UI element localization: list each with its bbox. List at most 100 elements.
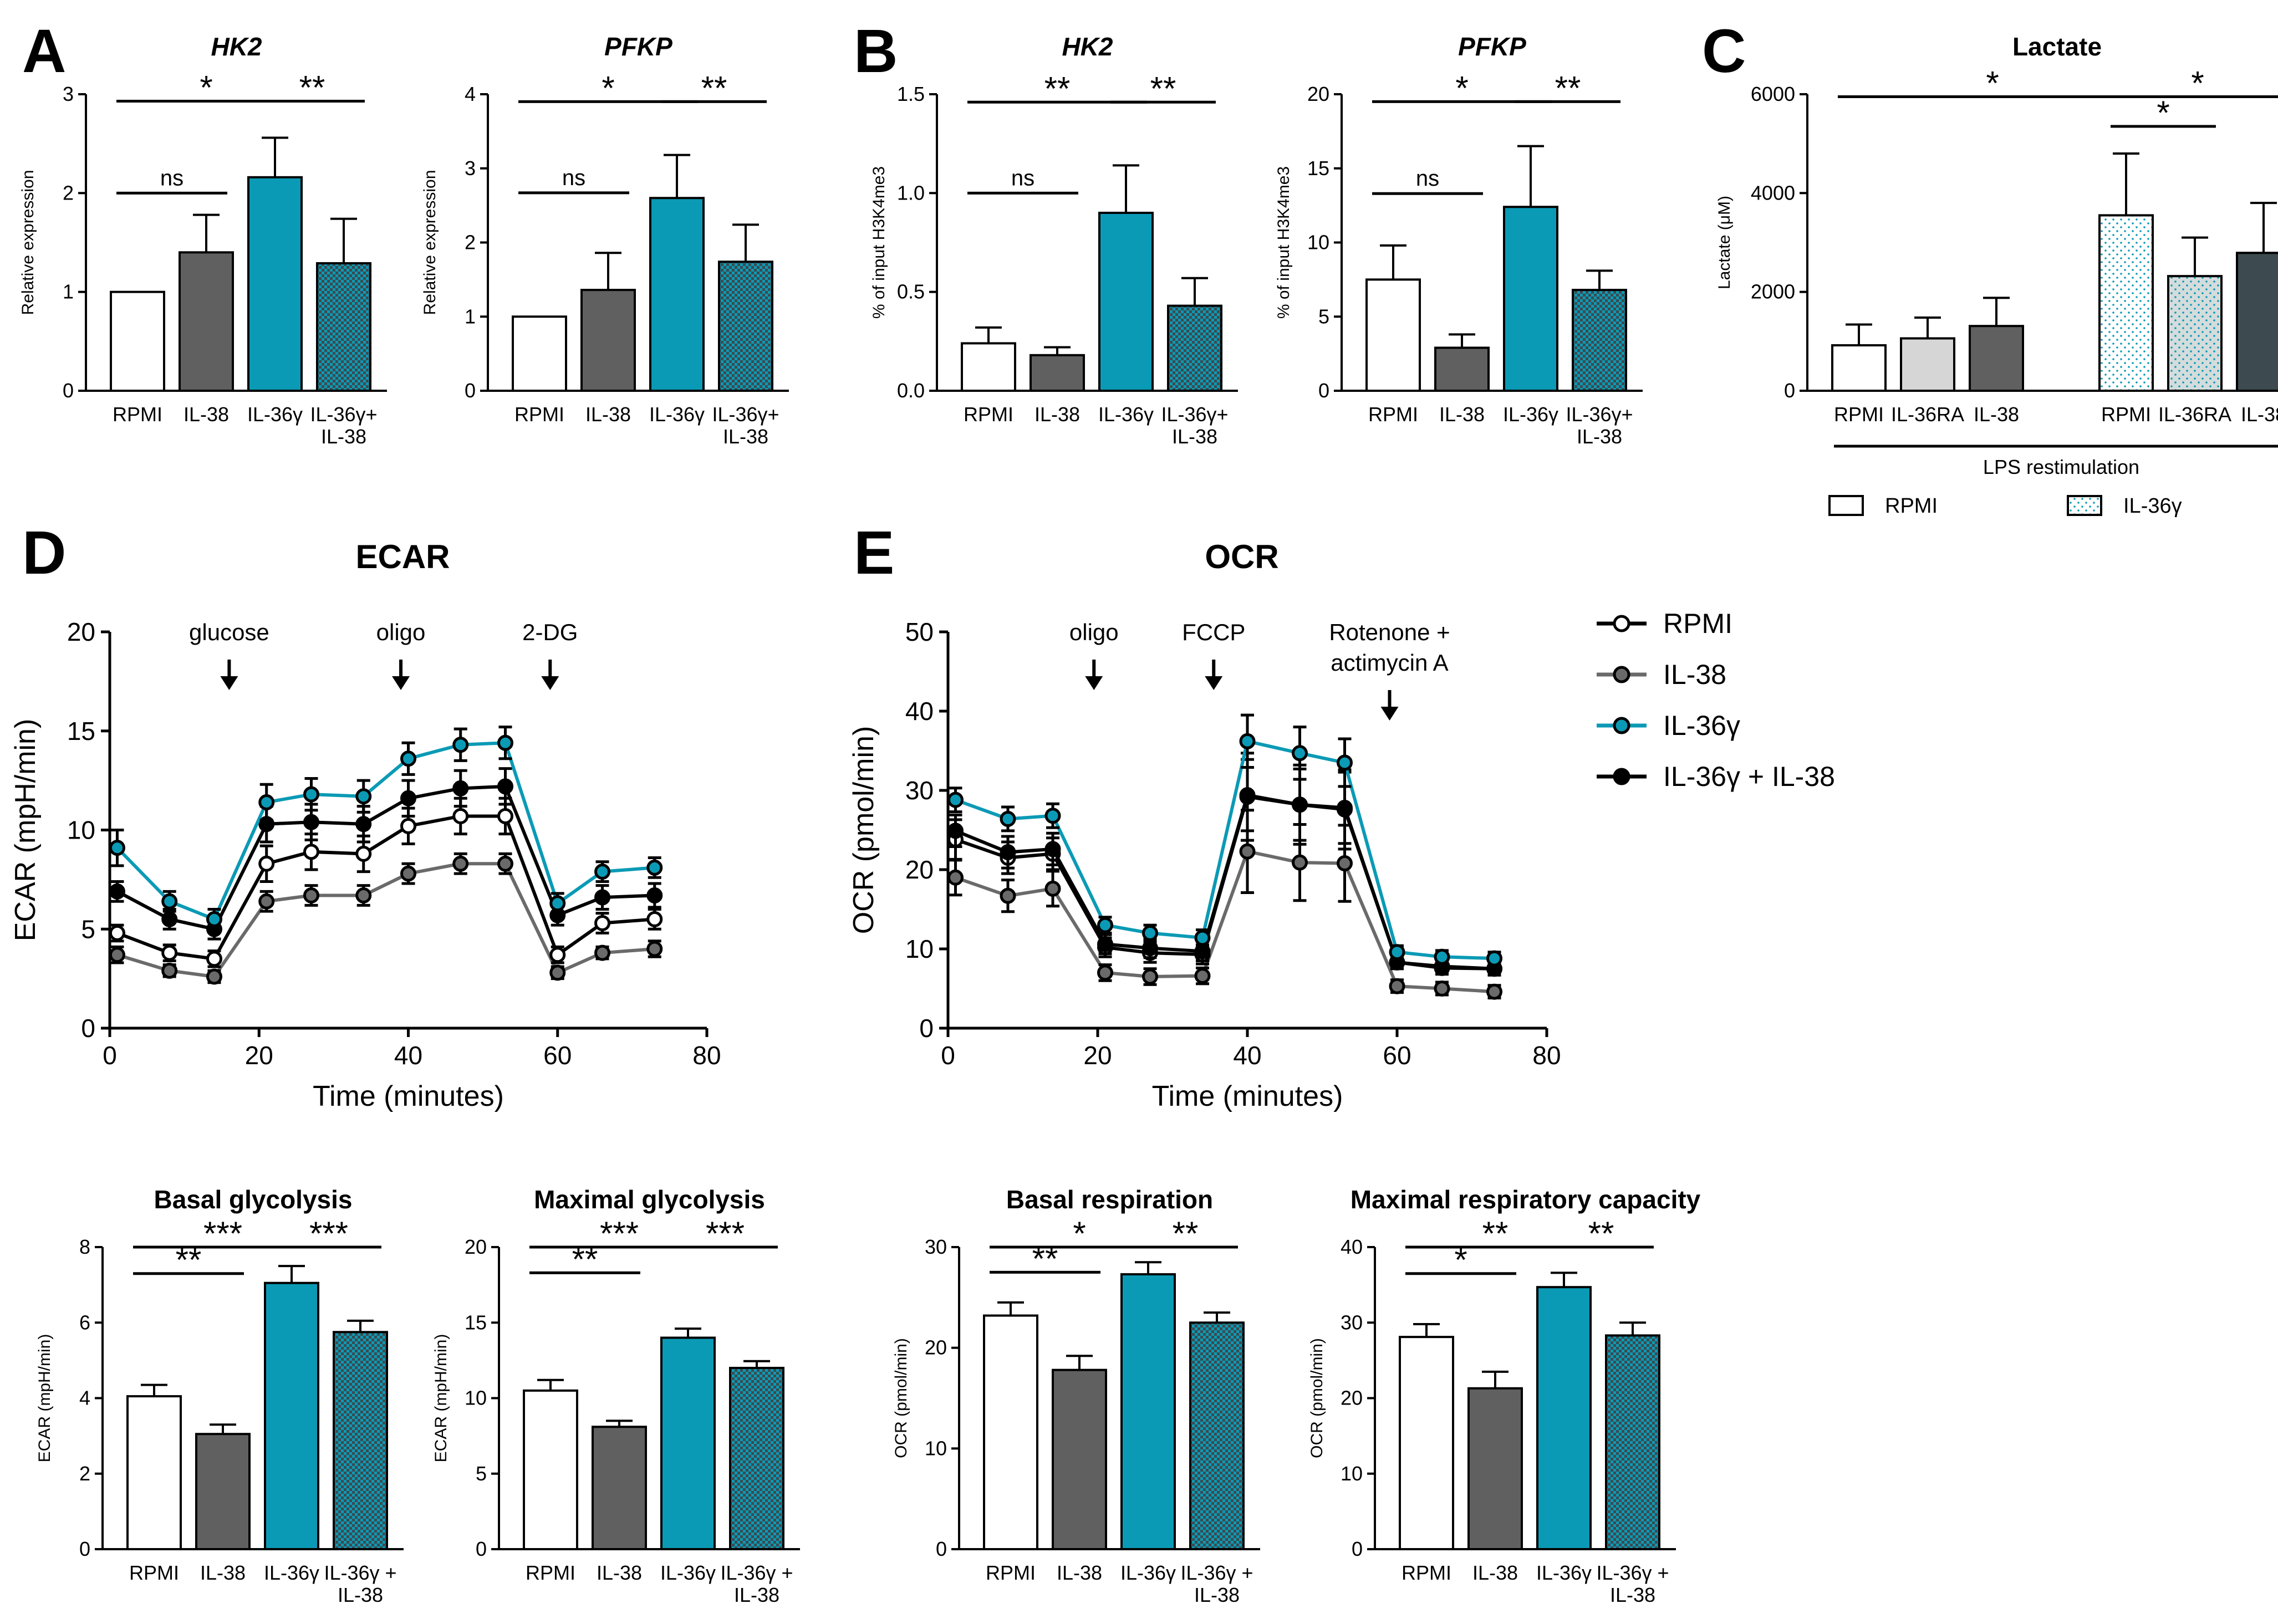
series-line xyxy=(116,862,655,979)
panel-letter-a: A xyxy=(22,17,66,85)
data-point xyxy=(355,887,372,903)
y-tick-label: 0 xyxy=(476,1538,487,1560)
significance-label: * xyxy=(1986,64,1999,101)
bar xyxy=(1605,1334,1660,1551)
bar xyxy=(1120,1273,1176,1551)
x-axis-label: Time (minutes) xyxy=(313,1080,504,1112)
legend-marker xyxy=(1613,717,1630,734)
data-point xyxy=(1337,855,1353,872)
bar xyxy=(126,1395,182,1550)
bar xyxy=(1434,346,1490,392)
x-tick-label: 0 xyxy=(103,1041,117,1070)
bar xyxy=(1052,1368,1107,1550)
y-tick-label: 0 xyxy=(63,379,74,402)
y-tick-label: 15 xyxy=(67,717,95,745)
data-point xyxy=(1142,968,1158,985)
y-tick-label: 0.5 xyxy=(897,280,925,303)
data-point xyxy=(1000,844,1016,861)
y-tick-label: 8 xyxy=(79,1235,90,1258)
chart-title: Lactate xyxy=(2012,32,2102,61)
y-tick-label: 5 xyxy=(1318,305,1329,328)
x-tick-label: 0 xyxy=(941,1041,955,1070)
arrow-head-icon xyxy=(392,676,410,690)
data-point xyxy=(355,788,372,805)
y-tick-label: 10 xyxy=(1307,231,1329,254)
bar xyxy=(2236,252,2278,392)
legend-swatch xyxy=(1828,495,1864,516)
data-point xyxy=(1434,980,1450,997)
y-axis-label: Lactate (μM) xyxy=(1715,196,1734,289)
category-label: RPMI xyxy=(1834,403,1884,426)
chart-title: ECAR xyxy=(355,538,450,575)
category-label: IL-36γ xyxy=(264,1561,319,1584)
category-label: IL-38 xyxy=(1057,1561,1102,1584)
bar xyxy=(1467,1387,1523,1551)
annotation-label: 2-DG xyxy=(522,619,578,645)
y-tick-label: 1.0 xyxy=(897,181,925,204)
legend-label: IL-38 xyxy=(1663,659,1726,690)
significance-label: ** xyxy=(572,1240,598,1278)
bar xyxy=(1572,289,1627,392)
y-axis-label: OCR (pmol/min) xyxy=(892,1338,910,1458)
category-label: IL-36γ xyxy=(1503,403,1558,426)
arrow-head-icon xyxy=(541,676,559,690)
data-point xyxy=(400,750,416,767)
charts: HK2 0 1 2 3 Relative expression RPMI IL-38 IL-36… xyxy=(9,32,2278,1606)
y-tick-label: 0 xyxy=(1352,1538,1363,1560)
y-tick-label: 2 xyxy=(465,231,476,254)
data-point xyxy=(947,823,964,839)
data-point xyxy=(1486,950,1502,967)
annotation-label: oligo xyxy=(376,619,426,645)
category-label: IL-36γ xyxy=(1536,1561,1592,1584)
line-legend: RPMI IL-38 IL-36γ IL-36γ + IL-38 xyxy=(1597,608,1835,792)
legend-label: RPMI xyxy=(1885,494,1938,518)
significance-label: ns xyxy=(1416,166,1439,191)
bar xyxy=(718,261,773,392)
y-tick-label: 1 xyxy=(465,305,476,328)
annotation-label: Rotenone + actimycin A xyxy=(1329,619,1450,676)
y-axis-label: OCR (pmol/min) xyxy=(848,726,880,934)
chart-title: Maximal glycolysis xyxy=(534,1185,765,1214)
data-point xyxy=(161,911,178,927)
category-label: IL-36γ+ IL-38 xyxy=(1161,403,1228,448)
bar xyxy=(333,1331,388,1550)
bar xyxy=(660,1336,716,1550)
y-tick-label: 3 xyxy=(63,83,74,105)
group-label: LPS restimulation xyxy=(1983,456,2139,478)
bar xyxy=(110,290,165,392)
data-point xyxy=(1000,810,1016,827)
category-label: IL-36γ xyxy=(247,403,303,426)
data-point xyxy=(497,734,514,751)
data-point xyxy=(109,925,125,941)
data-point xyxy=(452,808,469,824)
significance-label: *** xyxy=(600,1215,639,1252)
bar-chart-b1: HK2 0.0 0.5 1.0 1.5 % of input H3K4me3 RPMI IL-… xyxy=(870,32,1238,448)
y-tick-label: 15 xyxy=(465,1311,487,1334)
category-label: RPMI xyxy=(2101,403,2151,426)
chart-title: PFKP xyxy=(604,32,672,61)
bar xyxy=(523,1389,578,1550)
data-point xyxy=(947,869,964,886)
category-label: RPMI xyxy=(514,403,564,426)
category-label: RPMI xyxy=(526,1561,575,1584)
legend-marker xyxy=(1613,666,1630,683)
y-axis-label: Relative expression xyxy=(421,170,439,315)
significance-label: ** xyxy=(1032,1240,1058,1277)
data-point xyxy=(400,790,416,806)
category-label: RPMI xyxy=(1368,403,1418,426)
data-point xyxy=(109,840,125,856)
data-point xyxy=(355,816,372,833)
data-point xyxy=(1434,948,1450,965)
y-axis-label: % of input H3K4me3 xyxy=(1275,166,1293,319)
data-point xyxy=(161,962,178,979)
data-point xyxy=(1292,796,1308,813)
data-point xyxy=(303,887,319,903)
y-tick-label: 20 xyxy=(925,1336,947,1359)
data-point xyxy=(497,855,514,872)
bar xyxy=(1900,337,1955,392)
x-axis-label: Time (minutes) xyxy=(1152,1080,1343,1112)
significance-label: ** xyxy=(1588,1215,1614,1252)
bar-chart-c: Lactate 0 2000 4000 6000 Lactate (μM) RPMI IL-3… xyxy=(1715,32,2278,518)
data-point xyxy=(1097,964,1113,981)
bar xyxy=(247,176,303,392)
